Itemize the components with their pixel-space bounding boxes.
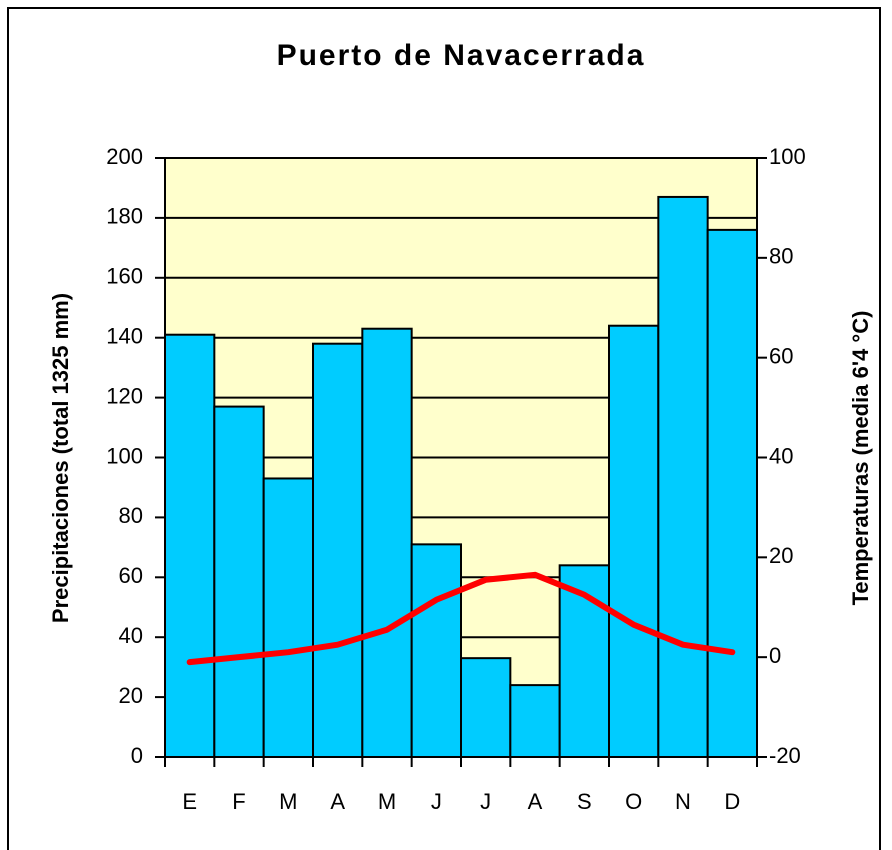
bar xyxy=(361,327,413,758)
bar xyxy=(410,543,462,758)
y-tick-label: 80 xyxy=(119,503,143,528)
y2-tick-label: 60 xyxy=(769,343,793,368)
x-tick-label: A xyxy=(330,789,345,814)
y2-tick-label: 40 xyxy=(769,443,793,468)
y-tick-label: 140 xyxy=(106,324,143,349)
y-axis-title: Precipitaciones (total 1325 mm) xyxy=(48,293,73,623)
y2-tick-label: -20 xyxy=(769,743,801,768)
x-tick-label: J xyxy=(431,789,442,814)
y-tick-label: 40 xyxy=(119,623,143,648)
temperature-line xyxy=(186,571,736,666)
x-tick-label: M xyxy=(378,789,396,814)
x-tick-label: D xyxy=(724,789,740,814)
bar xyxy=(460,657,512,758)
x-tick-label: J xyxy=(480,789,491,814)
y-tick-label: 0 xyxy=(131,743,143,768)
y-tick-label: 160 xyxy=(106,264,143,289)
bar xyxy=(164,333,216,758)
y-tick-label: 180 xyxy=(106,204,143,229)
y-tick-label: 200 xyxy=(106,144,143,169)
bar xyxy=(509,684,561,758)
x-tick-label: N xyxy=(675,789,691,814)
y-tick-label: 20 xyxy=(119,683,143,708)
y-tick-label: 120 xyxy=(106,383,143,408)
frame xyxy=(7,7,881,850)
bar xyxy=(213,405,265,758)
x-tick-label: E xyxy=(182,789,197,814)
bar xyxy=(262,477,314,758)
x-tick-label: M xyxy=(279,789,297,814)
y2-tick-label: 80 xyxy=(769,244,793,269)
x-tick-label: S xyxy=(577,789,592,814)
bar xyxy=(657,195,709,758)
x-tick-label: A xyxy=(528,789,543,814)
y2-tick-label: 20 xyxy=(769,543,793,568)
y-tick-label: 60 xyxy=(119,563,143,588)
bar xyxy=(608,324,660,758)
chart-title: Puerto de Navacerrada xyxy=(277,39,646,72)
y-tick-label: 100 xyxy=(106,443,143,468)
x-tick-label: F xyxy=(232,789,245,814)
bar xyxy=(312,342,364,758)
x-tick-label: O xyxy=(625,789,642,814)
y2-tick-label: 0 xyxy=(769,643,781,668)
y2-tick-label: 100 xyxy=(769,144,806,169)
bar xyxy=(706,228,759,758)
y2-axis-title: Temperaturas (media 6'4 °C) xyxy=(848,311,873,606)
